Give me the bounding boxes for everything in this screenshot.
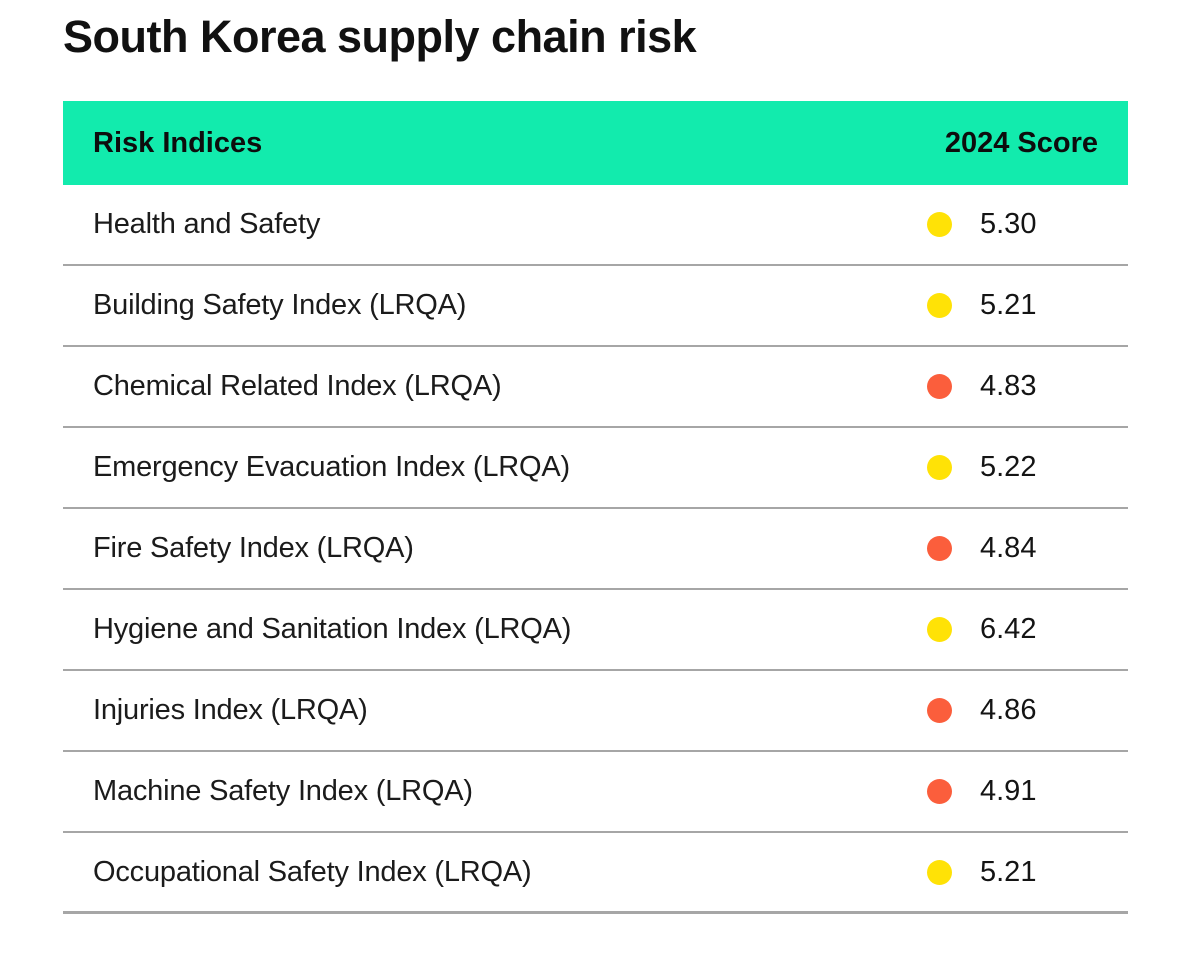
risk-indices-table: Risk Indices 2024 Score Health and Safet… — [63, 101, 1128, 915]
score-value: 5.22 — [980, 451, 1037, 484]
score-value: 4.86 — [980, 694, 1037, 727]
score-cell: 4.83 — [927, 370, 1098, 403]
row-label: Emergency Evacuation Index (LRQA) — [93, 451, 570, 484]
table-row: Emergency Evacuation Index (LRQA) 5.22 — [63, 428, 1128, 510]
table-row: Hygiene and Sanitation Index (LRQA) 6.42 — [63, 590, 1128, 672]
score-cell: 5.21 — [927, 289, 1098, 322]
page-title: South Korea supply chain risk — [63, 11, 697, 62]
table-row: Occupational Safety Index (LRQA) 5.21 — [63, 833, 1128, 915]
risk-status-dot-icon — [927, 212, 952, 238]
risk-status-dot-icon — [927, 859, 952, 885]
risk-status-dot-icon — [927, 293, 952, 319]
row-label: Fire Safety Index (LRQA) — [93, 532, 414, 565]
score-value: 4.84 — [980, 532, 1037, 565]
score-value: 4.83 — [980, 370, 1037, 403]
table-row: Machine Safety Index (LRQA) 4.91 — [63, 752, 1128, 834]
table-row: Fire Safety Index (LRQA) 4.84 — [63, 509, 1128, 591]
risk-status-dot-icon — [927, 374, 952, 400]
table-row: Building Safety Index (LRQA) 5.21 — [63, 266, 1128, 348]
row-label: Chemical Related Index (LRQA) — [93, 370, 502, 403]
score-cell: 4.86 — [927, 694, 1098, 727]
score-value: 5.30 — [980, 208, 1037, 241]
row-label: Building Safety Index (LRQA) — [93, 289, 467, 322]
table-row: Chemical Related Index (LRQA) 4.83 — [63, 347, 1128, 429]
score-value: 5.21 — [980, 855, 1037, 888]
score-cell: 5.21 — [927, 856, 1098, 889]
table-header-row: Risk Indices 2024 Score — [63, 101, 1128, 186]
risk-status-dot-icon — [927, 617, 952, 643]
risk-status-dot-icon — [927, 455, 952, 481]
score-cell: 6.42 — [927, 613, 1098, 646]
row-label: Injuries Index (LRQA) — [93, 694, 368, 727]
column-header-risk-indices: Risk Indices — [93, 126, 263, 159]
score-value: 5.21 — [980, 289, 1037, 322]
page: South Korea supply chain risk Risk Indic… — [63, 11, 1128, 915]
table-row: Injuries Index (LRQA) 4.86 — [63, 671, 1128, 753]
row-label: Occupational Safety Index (LRQA) — [93, 855, 532, 888]
table-row: Health and Safety 5.30 — [63, 185, 1128, 267]
score-cell: 5.30 — [927, 208, 1098, 241]
risk-status-dot-icon — [927, 698, 952, 724]
score-value: 6.42 — [980, 613, 1037, 646]
risk-status-dot-icon — [927, 779, 952, 805]
column-header-2024-score: 2024 Score — [944, 126, 1098, 159]
row-label: Hygiene and Sanitation Index (LRQA) — [93, 613, 572, 646]
score-cell: 4.91 — [927, 775, 1098, 808]
score-cell: 4.84 — [927, 532, 1098, 565]
row-label: Machine Safety Index (LRQA) — [93, 775, 473, 808]
score-cell: 5.22 — [927, 451, 1098, 484]
row-label: Health and Safety — [93, 208, 321, 241]
risk-status-dot-icon — [927, 536, 952, 562]
score-value: 4.91 — [980, 775, 1037, 808]
